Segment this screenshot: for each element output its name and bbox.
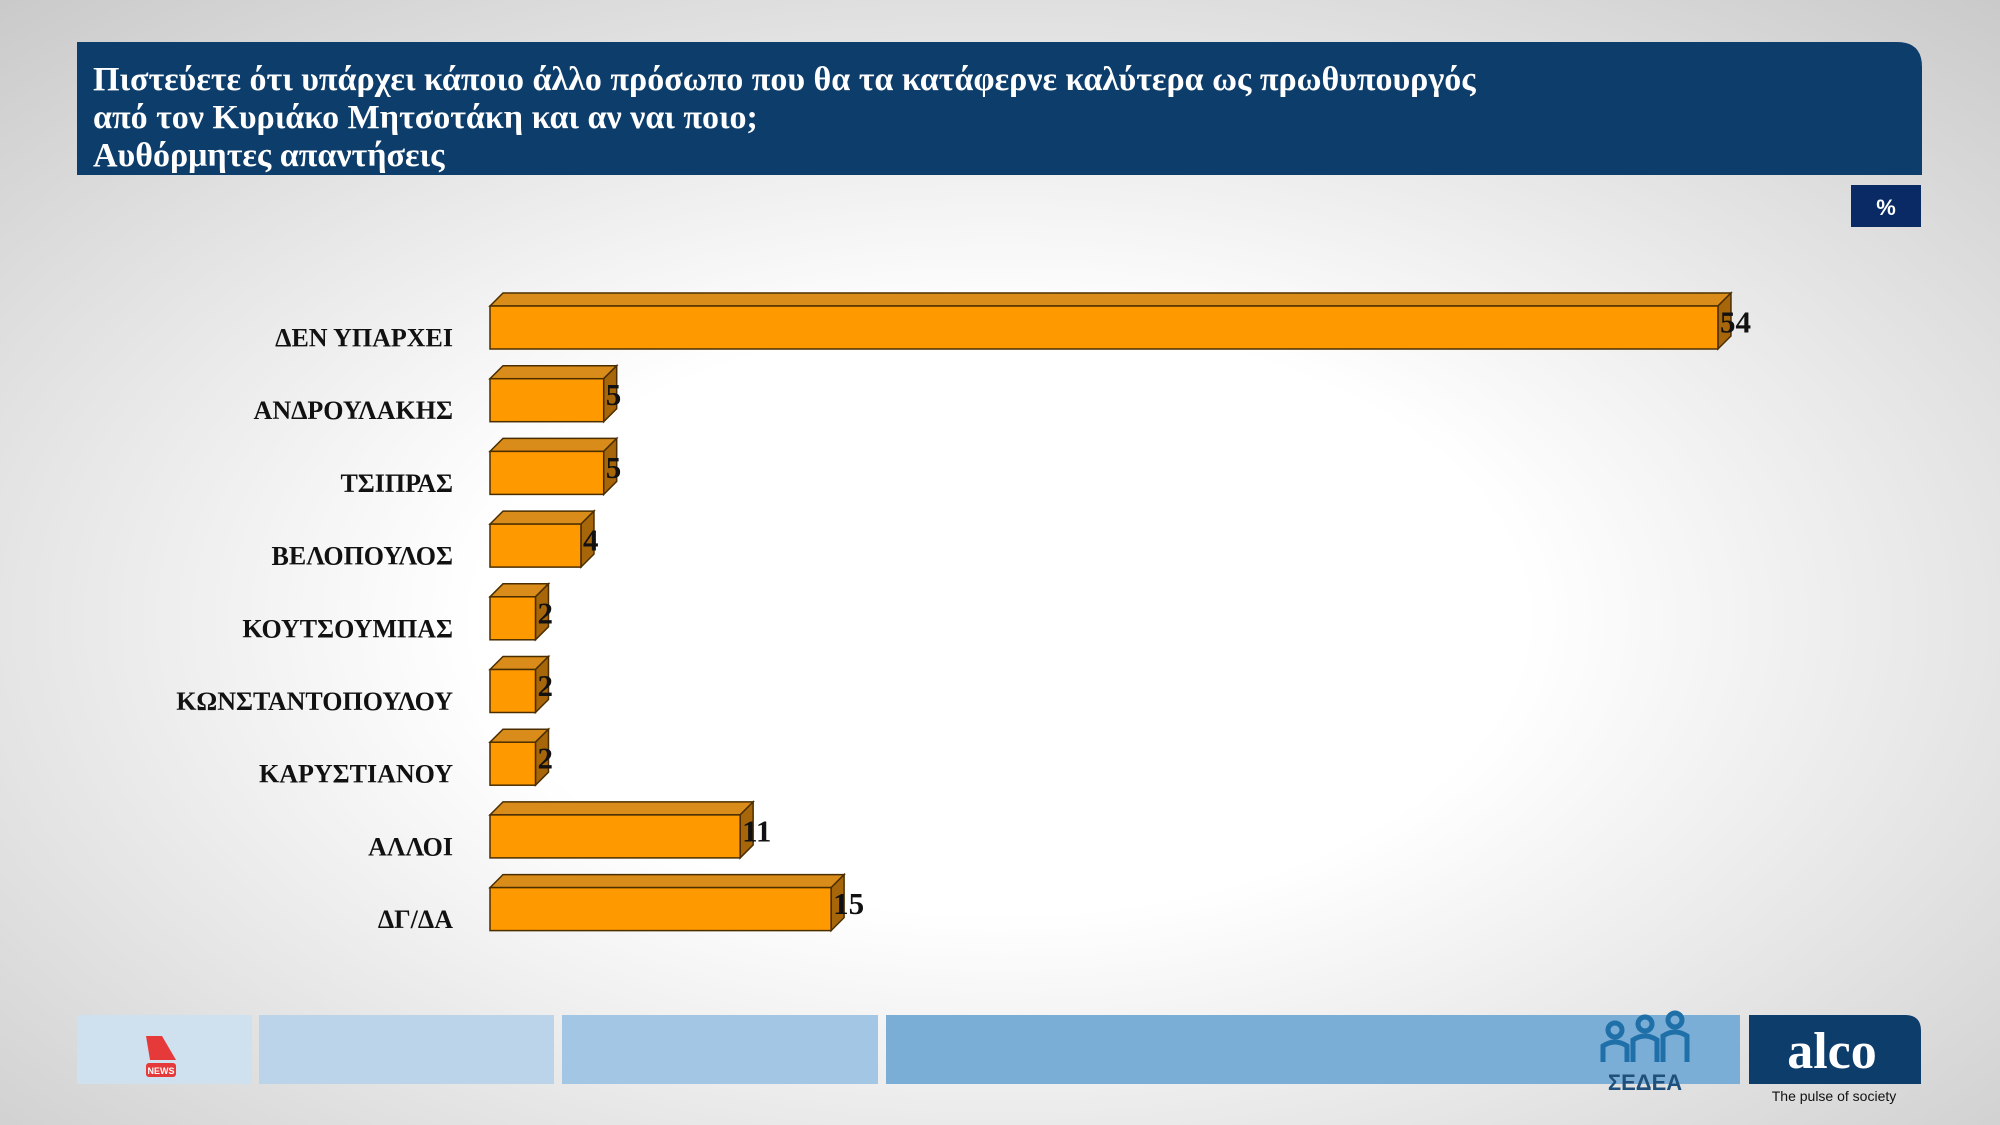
- category-label: ΚΟΥΤΣΟΥΜΠΑΣ: [242, 614, 453, 643]
- alco-box: [1749, 1015, 1921, 1084]
- brand: alco: [1787, 1023, 1877, 1080]
- category-label: ΑΝΔΡΟΥΛΑΚΗΣ: [254, 396, 453, 425]
- value-label: 5: [606, 377, 622, 412]
- bar: [489, 450, 605, 496]
- tagline: The pulse of society: [1772, 1088, 1897, 1104]
- value-label: 2: [537, 741, 553, 776]
- bar-top: [488, 801, 755, 816]
- bar-top: [488, 873, 846, 889]
- title-line: Πιστεύετε ότι υπάρχει κάποιο άλλο πρόσωπ…: [93, 61, 1476, 98]
- bar: [489, 886, 832, 932]
- footer-strip: [259, 1015, 554, 1084]
- bar-top: [488, 510, 596, 525]
- bar: [489, 377, 605, 423]
- value-label: 11: [742, 813, 771, 848]
- category-label: ΚΩΝΣΤΑΝΤΟΠΟΥΛΟΥ: [176, 687, 453, 716]
- footer-strip: [562, 1015, 878, 1084]
- bar: [489, 814, 741, 859]
- value-label: 2: [537, 595, 553, 630]
- footer: alco The pulse of society NEWS ΣΕΔΕΑ: [77, 1010, 1921, 1104]
- category-label: ΤΣΙΠΡΑΣ: [340, 469, 453, 498]
- bar: [489, 305, 1719, 350]
- bar-top: [488, 292, 1733, 307]
- value-label: 5: [606, 450, 622, 485]
- category-label: ΒΕΛΟΠΟΥΛΟΣ: [272, 542, 453, 571]
- channel: NEWS: [148, 1066, 175, 1076]
- value-label: 15: [833, 886, 864, 921]
- channel-badge: [146, 1063, 176, 1077]
- bar: [489, 596, 537, 641]
- unit-label: %: [1876, 195, 1896, 220]
- bar-top: [488, 364, 619, 380]
- title-line: από τον Κυριάκο Μητσοτάκη και αν ναι ποι…: [93, 99, 758, 136]
- category-label: ΚΑΡΥΣΤΙΑΝΟΥ: [259, 760, 453, 789]
- partner-logo: [1600, 1010, 1690, 1062]
- category-label: ΔΕΝ ΥΠΑΡΧΕΙ: [275, 324, 453, 353]
- title-bar: [77, 42, 1922, 175]
- value-label: 54: [1720, 305, 1751, 340]
- bar: [489, 523, 582, 568]
- partner: ΣΕΔΕΑ: [1608, 1070, 1682, 1095]
- category-label: ΑΛΛΟΙ: [368, 832, 453, 861]
- channel-logo: [146, 1036, 176, 1060]
- value-label: 4: [583, 523, 599, 558]
- category-label: ΔΓ/ΔΑ: [378, 905, 453, 934]
- unit-box: [1851, 185, 1921, 227]
- bar: [489, 668, 537, 714]
- value-label: 2: [537, 668, 553, 703]
- bar-top: [488, 437, 619, 453]
- bar: [489, 741, 537, 786]
- footer-strip: [886, 1015, 1740, 1084]
- title-line: Αυθόρμητες απαντήσεις: [93, 137, 445, 174]
